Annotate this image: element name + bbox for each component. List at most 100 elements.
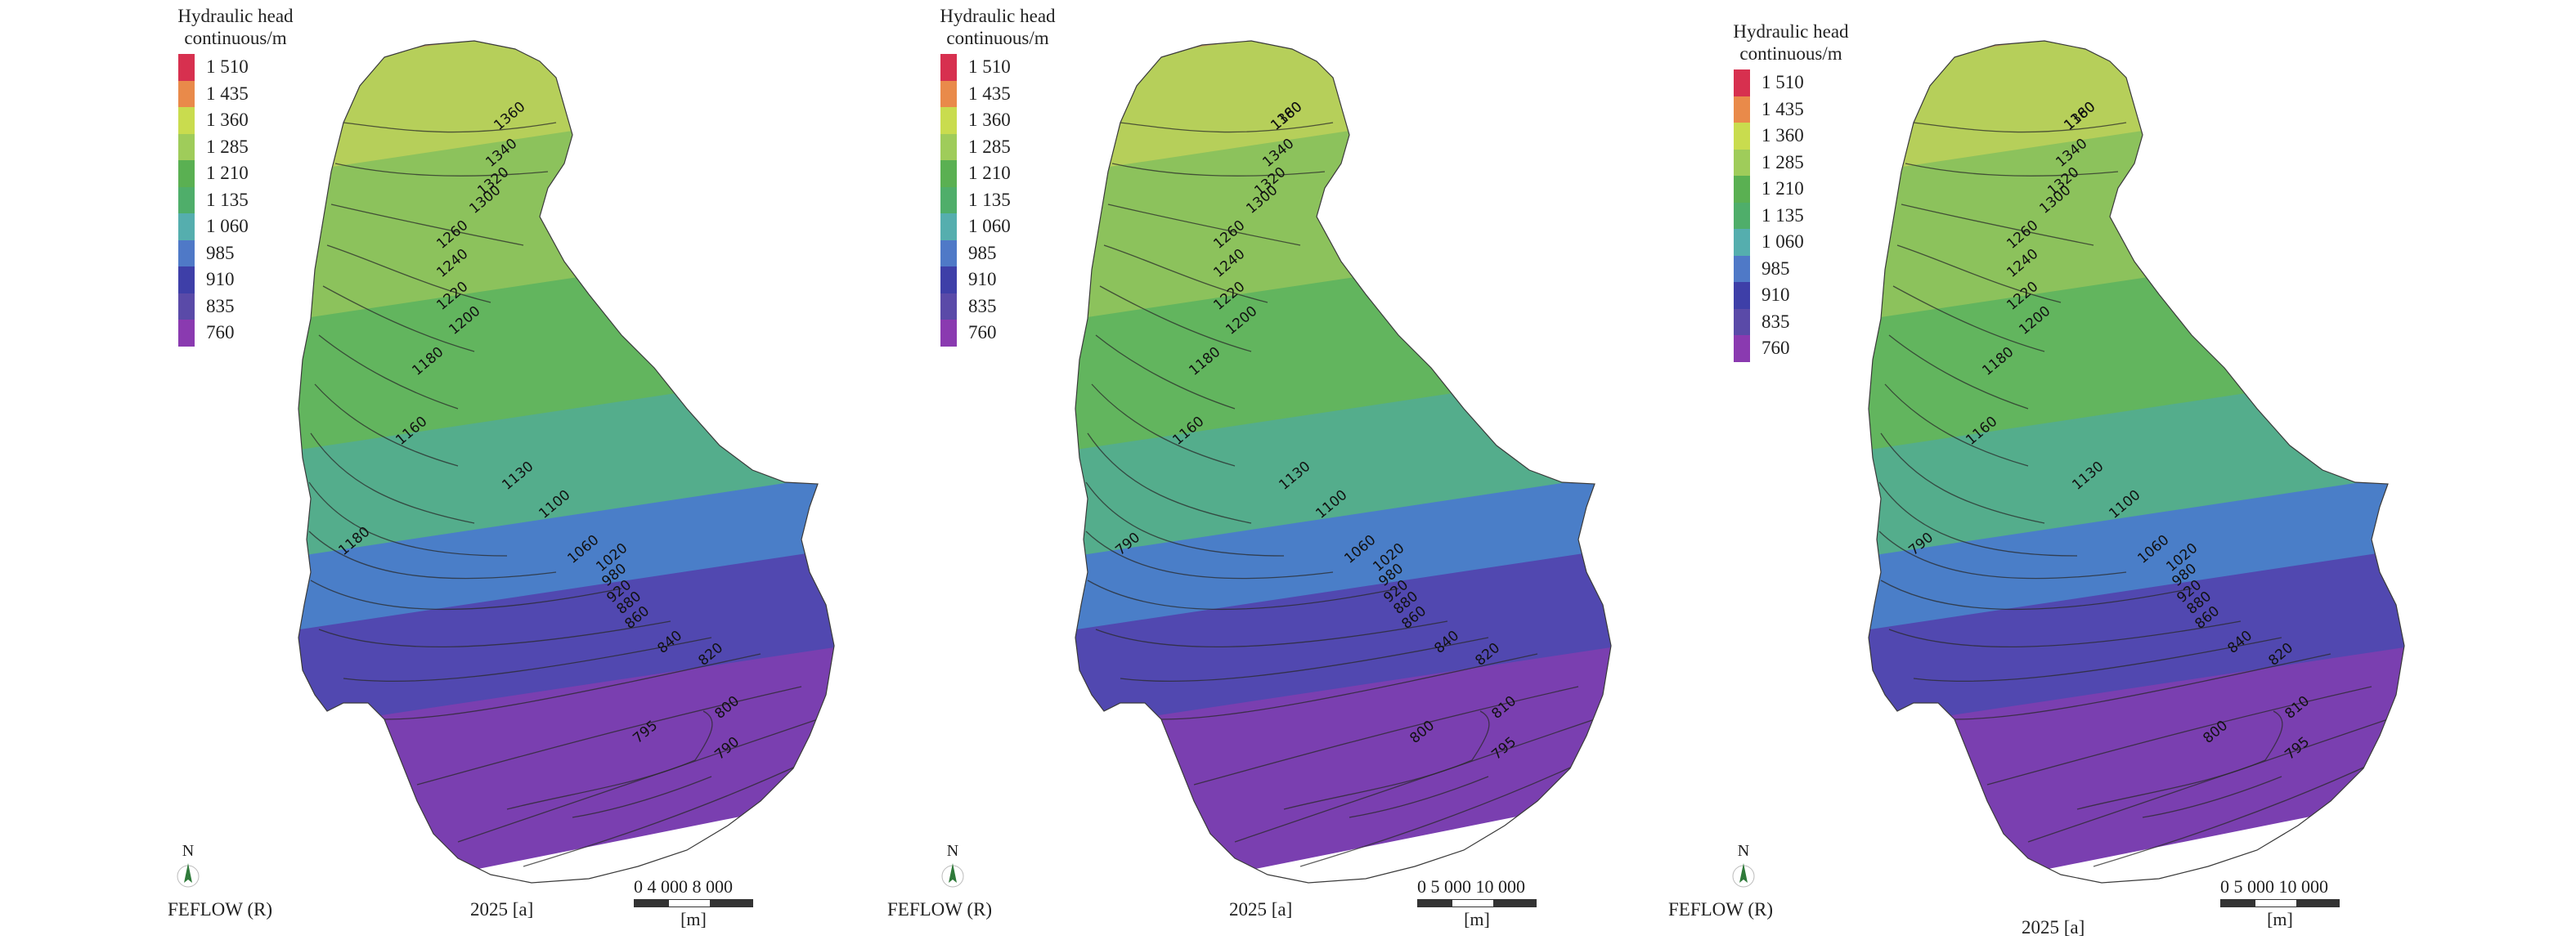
legend-item: 1 285 — [1734, 149, 1873, 176]
contour-line — [308, 481, 508, 557]
contour-line — [322, 285, 475, 352]
legend-item: 985 — [178, 239, 317, 266]
legend-item: 1 360 — [178, 107, 317, 134]
legend-title: Hydraulic head continuous/m — [916, 5, 1079, 49]
legend-1: Hydraulic head continuous/m 1 510 1 435 1 36… — [177, 5, 317, 347]
contour-line — [1193, 686, 1579, 786]
legend-label: 835 — [968, 295, 997, 316]
contour-line — [1986, 686, 2372, 786]
contour-line — [318, 334, 459, 410]
legend-label: 910 — [968, 269, 997, 290]
legend-swatch — [1734, 202, 1750, 229]
legend-item: 1 210 — [940, 160, 1079, 187]
north-arrow: N — [1727, 842, 1760, 889]
contour-line — [1913, 122, 2127, 133]
legend-item: 835 — [940, 293, 1079, 320]
legend-swatch — [940, 239, 957, 266]
legend-swatch — [940, 213, 957, 240]
contour-line — [343, 122, 557, 133]
north-label: N — [1737, 842, 1750, 860]
legend-title-line2: continuous/m — [1739, 43, 1842, 64]
legend-label: 760 — [1761, 338, 1790, 359]
legend-item: 1 060 — [178, 213, 317, 240]
contour-line — [1892, 285, 2045, 352]
contour-line — [326, 244, 491, 303]
contour-line — [330, 204, 524, 246]
model-boundary — [1868, 40, 2405, 884]
legend-swatch — [178, 186, 195, 213]
legend-swatch — [1734, 229, 1750, 256]
legend-title-line1: Hydraulic head — [940, 6, 1056, 26]
contour-line — [1091, 383, 1236, 467]
contour-line — [310, 432, 475, 524]
legend-label: 1 435 — [206, 83, 249, 104]
contour-line — [384, 653, 761, 720]
contour-line — [1099, 285, 1252, 352]
legend-label: 1 360 — [968, 110, 1011, 131]
legend-label: 1 135 — [1761, 204, 1804, 226]
legend-title: Hydraulic head continuous/m — [154, 5, 317, 49]
legend-label: 1 510 — [206, 56, 249, 78]
legend-title-line2: continuous/m — [946, 28, 1049, 48]
contour-line — [1087, 580, 1399, 611]
legend-item: 1 135 — [178, 186, 317, 213]
legend-label: 1 060 — [206, 216, 249, 237]
legend-swatch — [1734, 123, 1750, 150]
contour-line — [1103, 244, 1268, 303]
legend-label: 910 — [206, 269, 235, 290]
legend-item: 1 210 — [1734, 176, 1873, 203]
legend-item: 1 060 — [1734, 229, 1873, 256]
contour-line — [1888, 334, 2029, 410]
legend-item: 1 360 — [1734, 123, 1873, 150]
legend-item: 1 285 — [178, 133, 317, 160]
scale-bar: 0 5 000 10 000 [m] — [1417, 876, 1537, 930]
legend-item: 985 — [940, 239, 1079, 266]
legend-swatch — [940, 54, 957, 81]
legend-label: 910 — [1761, 284, 1790, 306]
head-band-0 — [1869, 41, 2404, 139]
scale-unit: [m] — [680, 909, 707, 929]
legend-swatch — [178, 239, 195, 266]
legend-label: 1 210 — [206, 163, 249, 184]
contour-line — [1095, 620, 1448, 648]
legend-item: 835 — [178, 293, 317, 320]
contour-line — [2142, 776, 2282, 818]
legend-label: 1 210 — [968, 163, 1011, 184]
contour-line — [1087, 432, 1252, 524]
north-arrow: N — [172, 842, 204, 889]
time-label: 2025 [a] — [1229, 899, 1293, 920]
legend-swatch — [178, 107, 195, 134]
legend-item: 910 — [1734, 282, 1873, 309]
contour-line — [572, 776, 712, 818]
legend-label: 835 — [1761, 311, 1790, 332]
time-label: 2025 [a] — [470, 899, 534, 920]
legend-item: 760 — [178, 320, 317, 347]
legend-item: 1 510 — [178, 54, 317, 81]
contour-line — [1913, 637, 2282, 683]
contour-line — [334, 163, 549, 177]
contour-line — [457, 718, 819, 843]
legend-label: 760 — [968, 322, 997, 343]
contour-line — [1111, 163, 1326, 177]
legend-item: 1 285 — [940, 133, 1079, 160]
legend-swatch — [178, 213, 195, 240]
legend-swatch — [940, 80, 957, 107]
scale-bar: 0 4 000 8 000 [m] — [634, 876, 753, 930]
contour-line — [1283, 710, 1490, 810]
contour-line — [314, 383, 459, 467]
contour-line — [1234, 718, 1595, 843]
scale-bar-graphic — [634, 899, 753, 907]
legend-swatch — [940, 160, 957, 187]
legend-label: 1 210 — [1761, 178, 1804, 199]
scale-bar: 0 5 000 10 000 [m] — [2220, 876, 2340, 930]
contour-line — [308, 530, 557, 580]
legend-item: 910 — [940, 266, 1079, 293]
scale-labels: 0 5 000 10 000 — [1417, 876, 1525, 897]
model-boundary — [1075, 40, 1612, 884]
legend-swatch — [940, 133, 957, 160]
legend-label: 985 — [206, 242, 235, 263]
north-arrow: N — [936, 842, 969, 889]
contour-line — [1120, 637, 1489, 683]
contour-line — [1085, 530, 1334, 580]
